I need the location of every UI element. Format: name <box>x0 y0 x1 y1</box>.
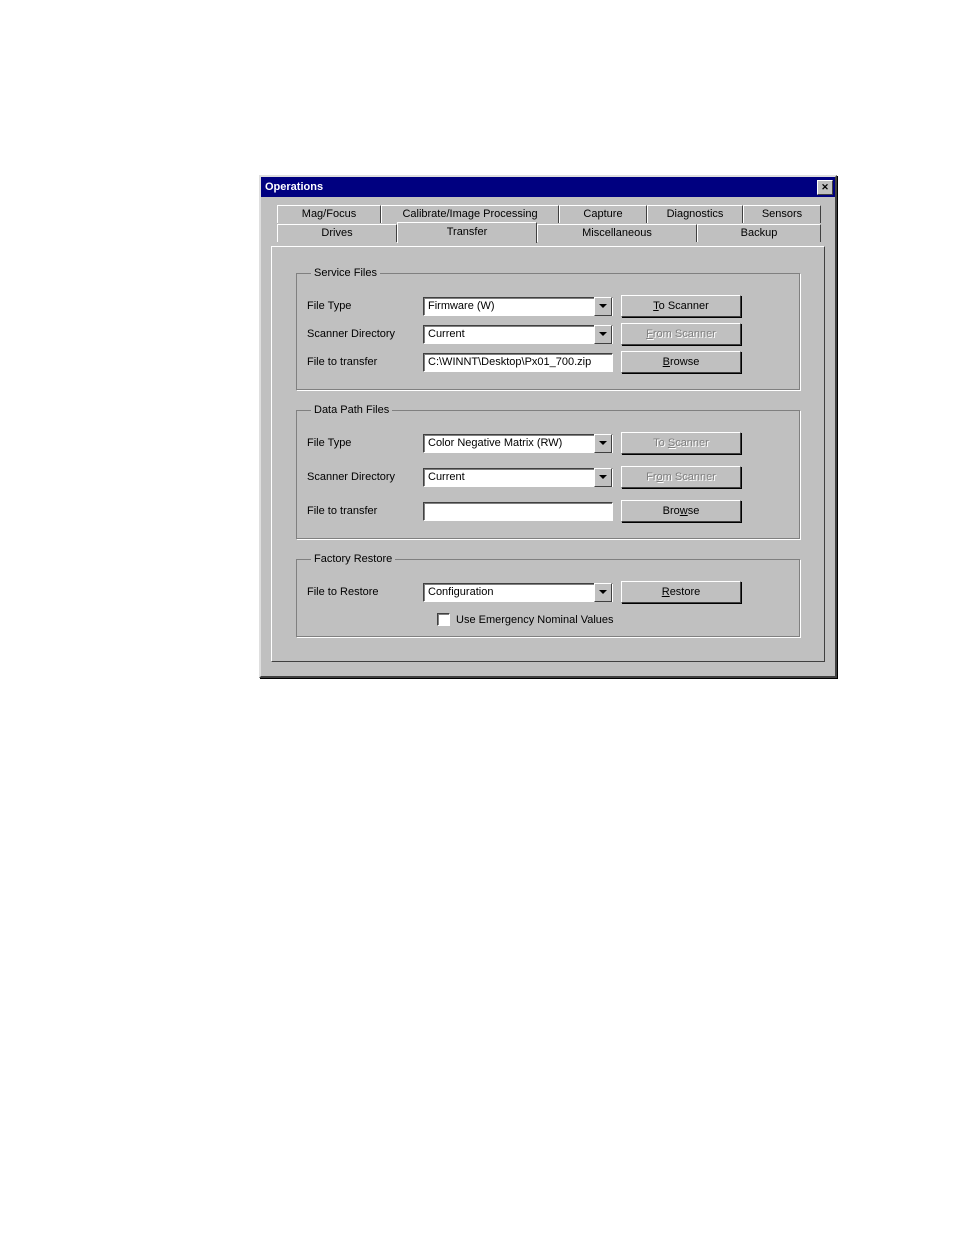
tab-drives[interactable]: Drives <box>277 224 397 242</box>
group-service-files-legend: Service Files <box>311 267 380 279</box>
sf-scanner-dir-label: Scanner Directory <box>307 328 415 340</box>
client-area: Mag/Focus Calibrate/Image Processing Cap… <box>261 197 835 676</box>
tab-sensors[interactable]: Sensors <box>743 205 821 223</box>
sf-from-scanner-button: From Scanner <box>621 323 741 345</box>
sf-file-type-label: File Type <box>307 300 415 312</box>
window-title: Operations <box>265 181 323 193</box>
dp-file-type-label: File Type <box>307 437 415 449</box>
group-factory-restore: Factory Restore File to Restore Configur… <box>296 553 800 637</box>
dp-scanner-dir-label: Scanner Directory <box>307 471 415 483</box>
dp-file-transfer-value <box>424 509 612 513</box>
tab-transfer[interactable]: Transfer <box>397 222 537 243</box>
titlebar: Operations ✕ <box>261 177 835 197</box>
tab-backup[interactable]: Backup <box>697 224 821 242</box>
dp-file-type-combo[interactable]: Color Negative Matrix (RW) <box>423 434 613 453</box>
dp-file-type-dropdown-button[interactable] <box>594 434 612 453</box>
fr-file-restore-combo[interactable]: Configuration <box>423 583 613 602</box>
tab-miscellaneous[interactable]: Miscellaneous <box>537 224 697 242</box>
sf-browse-button[interactable]: Browse <box>621 351 741 373</box>
tab-diagnostics[interactable]: Diagnostics <box>647 205 743 223</box>
sf-file-transfer-value: C:\WINNT\Desktop\Px01_700.zip <box>424 354 612 370</box>
sf-file-type-combo[interactable]: Firmware (W) <box>423 297 613 316</box>
sf-file-transfer-input[interactable]: C:\WINNT\Desktop\Px01_700.zip <box>423 353 613 372</box>
fr-emergency-checkbox[interactable] <box>437 613 450 626</box>
dp-file-transfer-label: File to transfer <box>307 505 415 517</box>
dp-browse-button[interactable]: Browse <box>621 500 741 522</box>
dp-file-transfer-input[interactable] <box>423 502 613 521</box>
group-data-path-files-legend: Data Path Files <box>311 404 392 416</box>
fr-file-restore-dropdown-button[interactable] <box>594 583 612 602</box>
chevron-down-icon <box>599 441 607 445</box>
dp-to-scanner-button: To Scanner <box>621 432 741 454</box>
sf-scanner-dir-value: Current <box>424 326 594 342</box>
operations-dialog: Operations ✕ Mag/Focus Calibrate/Image P… <box>259 175 837 678</box>
sf-file-type-dropdown-button[interactable] <box>594 297 612 316</box>
sf-file-transfer-label: File to transfer <box>307 356 415 368</box>
fr-file-restore-label: File to Restore <box>307 586 415 598</box>
tab-mag-focus[interactable]: Mag/Focus <box>277 205 381 223</box>
dp-file-type-value: Color Negative Matrix (RW) <box>424 435 594 451</box>
tab-capture[interactable]: Capture <box>559 205 647 223</box>
dp-from-scanner-button: From Scanner <box>621 466 741 488</box>
fr-restore-button[interactable]: Restore <box>621 581 741 603</box>
sf-scanner-dir-dropdown-button[interactable] <box>594 325 612 344</box>
fr-file-restore-value: Configuration <box>424 584 594 600</box>
tab-panel-transfer: Service Files File Type Firmware (W) To … <box>271 246 825 662</box>
dp-scanner-dir-value: Current <box>424 469 594 485</box>
close-button[interactable]: ✕ <box>817 180 833 195</box>
sf-scanner-dir-combo[interactable]: Current <box>423 325 613 344</box>
dp-scanner-dir-dropdown-button[interactable] <box>594 468 612 487</box>
sf-to-scanner-button[interactable]: To Scanner <box>621 295 741 317</box>
chevron-down-icon <box>599 304 607 308</box>
group-data-path-files: Data Path Files File Type Color Negative… <box>296 404 800 539</box>
group-factory-restore-legend: Factory Restore <box>311 553 395 565</box>
chevron-down-icon <box>599 475 607 479</box>
fr-emergency-label: Use Emergency Nominal Values <box>456 614 614 626</box>
sf-file-type-value: Firmware (W) <box>424 298 594 314</box>
close-icon: ✕ <box>821 183 829 192</box>
tab-calibrate[interactable]: Calibrate/Image Processing <box>381 205 559 223</box>
chevron-down-icon <box>599 590 607 594</box>
tabstrip: Mag/Focus Calibrate/Image Processing Cap… <box>271 205 825 247</box>
dp-scanner-dir-combo[interactable]: Current <box>423 468 613 487</box>
chevron-down-icon <box>599 332 607 336</box>
group-service-files: Service Files File Type Firmware (W) To … <box>296 267 800 390</box>
